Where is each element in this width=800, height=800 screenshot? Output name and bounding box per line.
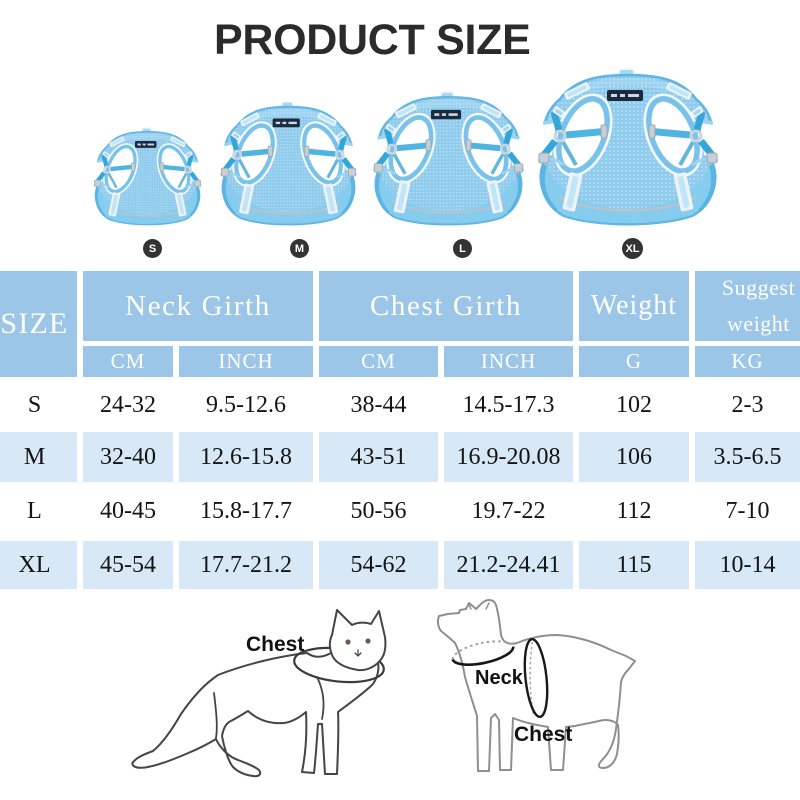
svg-text:Neck: Neck	[475, 667, 524, 689]
svg-text:Chest: Chest	[514, 723, 572, 746]
svg-text:Chest: Chest	[246, 633, 304, 656]
